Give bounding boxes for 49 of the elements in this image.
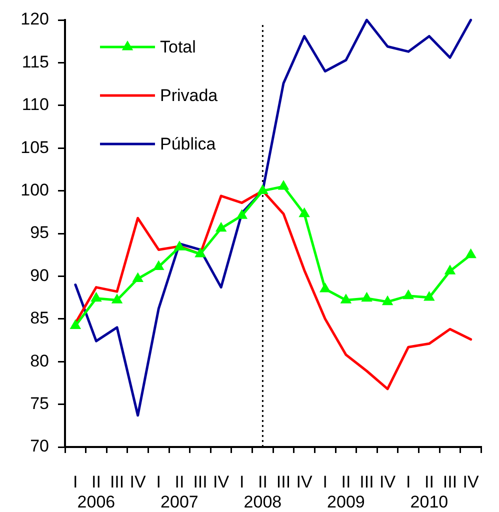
legend-label: Pública — [160, 134, 216, 154]
x-tick-label: I — [73, 472, 78, 492]
y-tick-label: 85 — [30, 308, 49, 328]
point — [382, 295, 394, 306]
x-tick-label: III — [442, 472, 458, 492]
y-tick-label: 70 — [30, 436, 49, 456]
point — [298, 207, 310, 218]
x-tick-label: III — [110, 472, 124, 492]
point — [90, 292, 102, 302]
point — [132, 272, 144, 282]
x-tick-label: IV — [213, 472, 230, 492]
y-tick-label: 75 — [30, 394, 49, 413]
y-tick-label: 90 — [30, 266, 49, 285]
y-tick-label: 80 — [30, 351, 49, 370]
point — [174, 240, 186, 250]
x-tick-label: IV — [380, 472, 396, 492]
point — [153, 260, 164, 270]
point — [465, 248, 476, 258]
x-tick-label: III — [193, 472, 208, 492]
x-tick-label: IV — [462, 472, 480, 492]
x-tick-label: IV — [130, 472, 147, 492]
y-tick-label: 115 — [22, 52, 49, 72]
legend-label: Privada — [160, 86, 218, 106]
point — [236, 209, 248, 219]
x-tick-label: I — [406, 472, 411, 492]
y-tick-label: 110 — [22, 95, 49, 114]
point — [215, 222, 227, 232]
y-tick-label: 100 — [20, 180, 49, 200]
point — [424, 291, 435, 301]
point — [402, 289, 414, 300]
x-tick-label: I — [156, 472, 162, 492]
x-tick-label: IV — [296, 472, 314, 492]
x-tick-label: III — [276, 472, 291, 492]
x-tick-label: I — [240, 472, 244, 492]
point — [257, 184, 268, 194]
point — [444, 264, 456, 274]
y-tick-label: 95 — [30, 223, 49, 242]
point — [320, 282, 331, 292]
y-tick-label: 105 — [20, 138, 49, 157]
point — [194, 247, 206, 258]
x-tick-label: I — [322, 472, 328, 492]
point — [340, 294, 352, 304]
point — [278, 180, 290, 190]
point — [361, 292, 372, 302]
legend-label: Total — [160, 38, 196, 57]
y-tick-label: 120 — [20, 10, 49, 29]
point — [111, 294, 123, 304]
point — [70, 319, 82, 329]
x-tick-label: III — [360, 472, 374, 492]
